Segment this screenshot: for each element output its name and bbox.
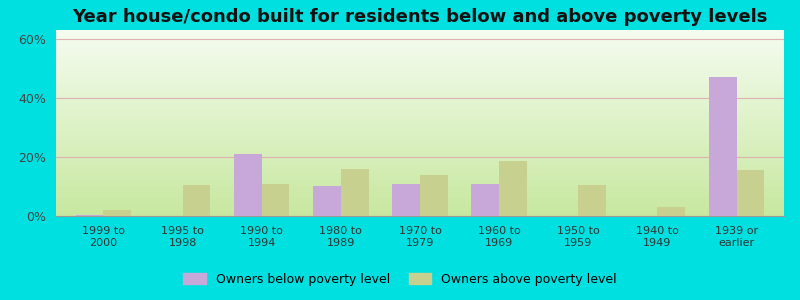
Bar xyxy=(709,77,737,216)
Legend: Owners below poverty level, Owners above poverty level: Owners below poverty level, Owners above… xyxy=(178,268,622,291)
Bar xyxy=(341,169,369,216)
Bar xyxy=(737,170,764,216)
Bar xyxy=(76,214,103,216)
Bar xyxy=(658,207,685,216)
Bar xyxy=(471,184,499,216)
Bar xyxy=(103,210,131,216)
Bar xyxy=(499,161,527,216)
Title: Year house/condo built for residents below and above poverty levels: Year house/condo built for residents bel… xyxy=(72,8,768,26)
Bar xyxy=(578,185,606,216)
Bar xyxy=(392,184,420,216)
Bar xyxy=(262,184,290,216)
Bar xyxy=(234,154,262,216)
Bar xyxy=(182,185,210,216)
Bar xyxy=(420,175,448,216)
Bar xyxy=(313,187,341,216)
